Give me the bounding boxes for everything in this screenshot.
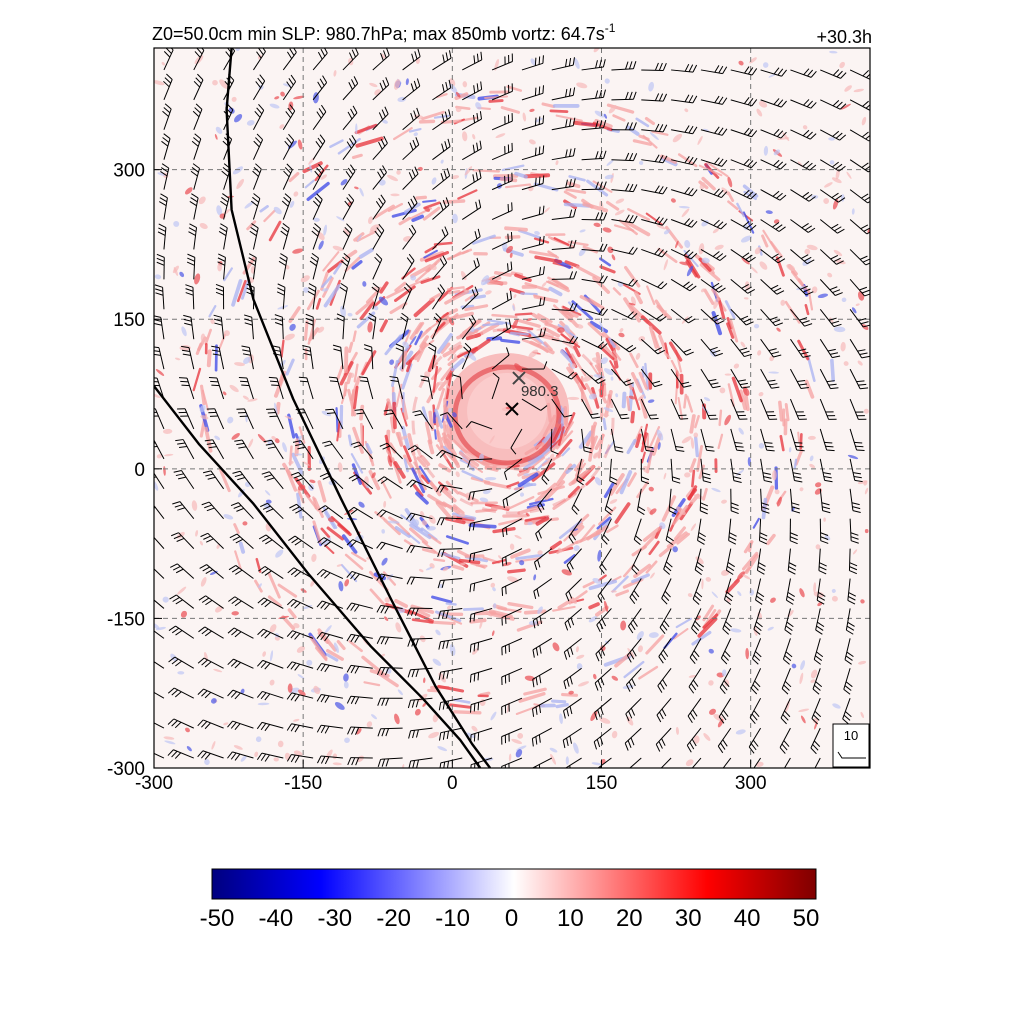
colorbar-tick-label: 20: [616, 905, 643, 932]
x-axis: -300 -150 0 150 300: [135, 760, 767, 794]
colorbar-tick-label: -20: [376, 905, 411, 932]
reference-vector-label: 10: [844, 728, 858, 743]
colorbar-gradient: [211, 868, 817, 900]
center-mark-2: 980.3: [512, 371, 559, 400]
colorbar-tick-label: -10: [435, 905, 470, 932]
y-tick-label: 150: [113, 310, 145, 331]
coastline-1: [225, 48, 492, 768]
colorbar-tick-label: 10: [557, 905, 584, 932]
y-tick-label: -150: [107, 609, 145, 630]
y-tick-label: 300: [113, 161, 145, 182]
y-axis: -300 -150 0 150 300: [107, 161, 162, 780]
colorbar: -50 -40 -30 -20 -10 0 10 20 30 40 50: [200, 868, 820, 932]
colorbar-ticks: -50 -40 -30 -20 -10 0 10 20 30 40 50: [200, 905, 820, 932]
plot-area: 980.3: [154, 48, 870, 768]
reference-vector-box: 10: [832, 723, 870, 768]
center-marks: 980.3: [505, 371, 559, 416]
grid-lines: [154, 48, 870, 768]
y-tick-label: 0: [134, 460, 145, 481]
center-mark-label: 980.3: [521, 383, 559, 400]
colorbar-tick-label: 40: [734, 905, 761, 932]
chart-title: Z0=50.0cm min SLP: 980.7hPa; max 850mb v…: [152, 21, 616, 44]
y-tick-label: -300: [107, 759, 145, 780]
vorticity-field: [154, 48, 870, 768]
x-tick-label: 300: [735, 773, 767, 794]
coastline-2: [154, 385, 482, 768]
colorbar-tick-label: 0: [505, 905, 518, 932]
wind-barbs: [154, 48, 870, 768]
x-tick-label: -300: [135, 773, 173, 794]
colorbar-tick-label: -30: [317, 905, 352, 932]
x-tick-label: 150: [586, 773, 618, 794]
colorbar-tick-label: 50: [793, 905, 820, 932]
forecast-hour: +30.3h: [816, 27, 872, 47]
x-tick-label: -150: [284, 773, 322, 794]
coastlines: [154, 48, 492, 768]
colorbar-tick-label: 30: [675, 905, 702, 932]
center-mark-1: [505, 402, 519, 416]
reference-vector-arrow: [837, 751, 866, 759]
colorbar-tick-label: -40: [259, 905, 294, 932]
plot-frame: [153, 47, 871, 769]
colorbar-tick-label: -50: [200, 905, 235, 932]
x-tick-label: 0: [447, 773, 458, 794]
